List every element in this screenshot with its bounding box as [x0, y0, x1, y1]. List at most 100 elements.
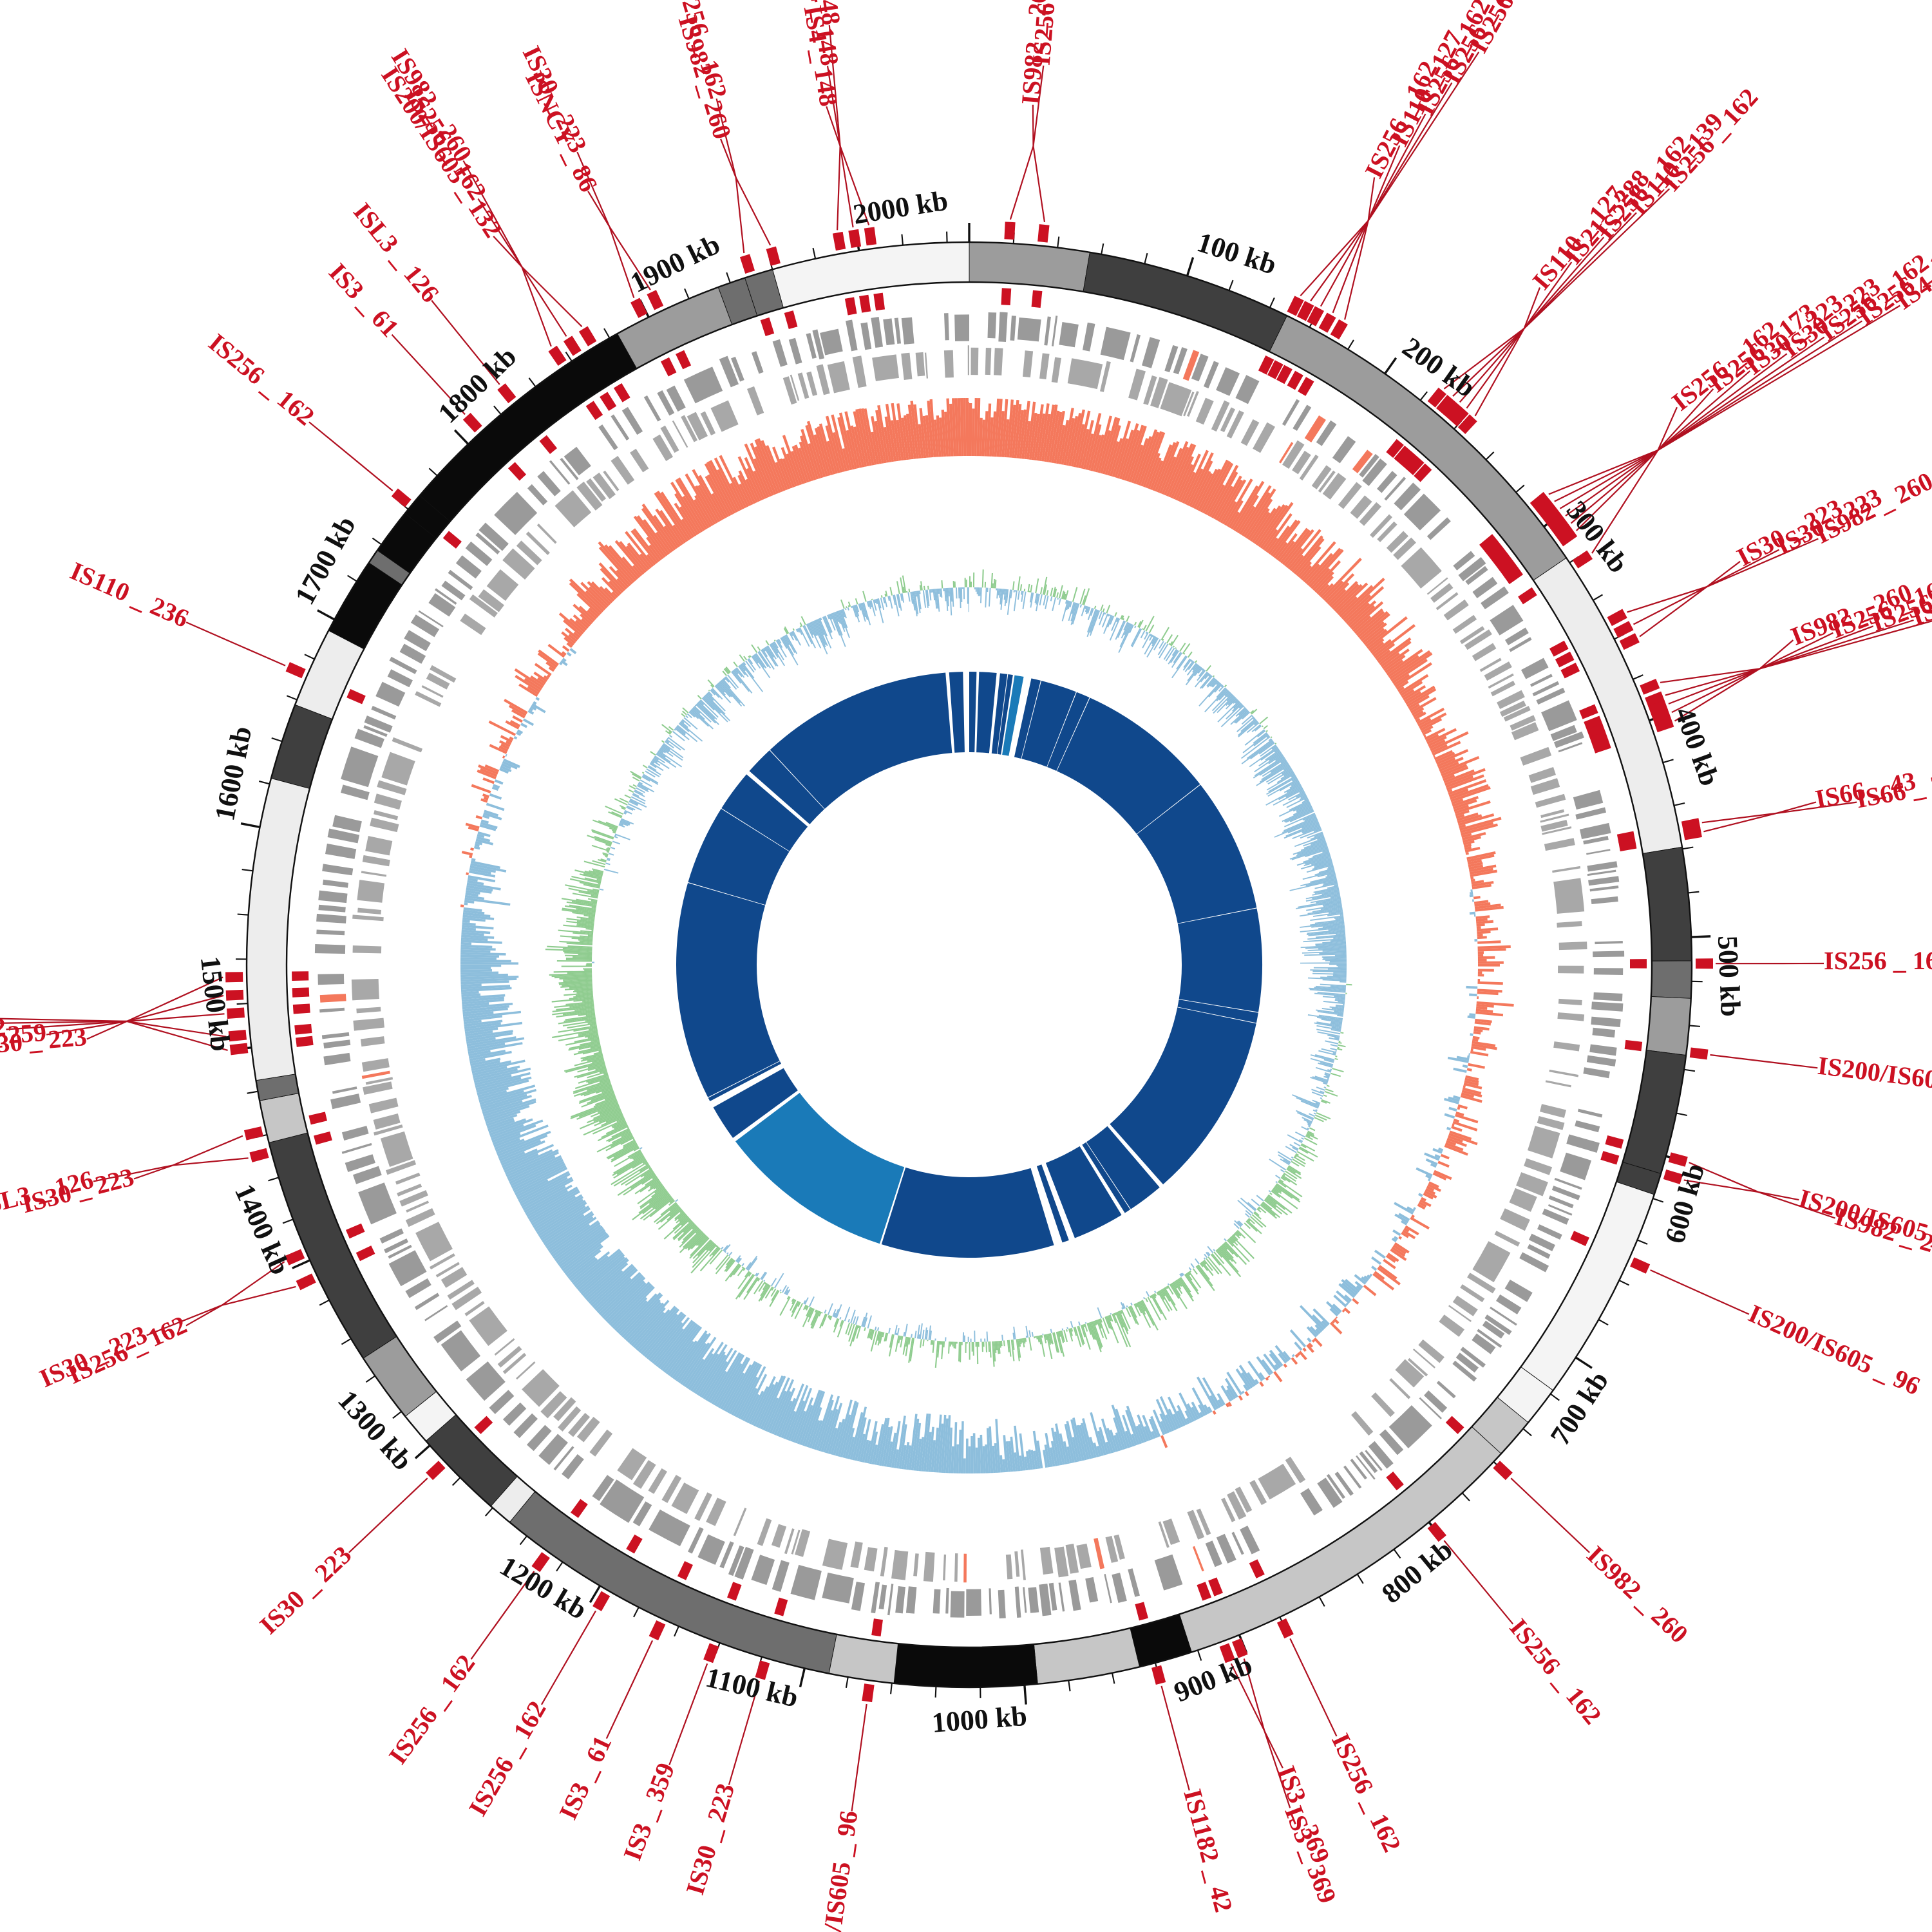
axis-major-tick: [1691, 935, 1711, 938]
gc-content-bar: [1122, 1303, 1126, 1309]
gc-skew-bar: [1198, 1404, 1206, 1417]
gc-content-bar: [1274, 743, 1277, 744]
gc-content-bar: [898, 1335, 901, 1343]
cds-feature-forward: [1583, 835, 1609, 845]
cds-feature-reverse: [395, 1172, 421, 1185]
gc-content-bar: [1317, 836, 1325, 840]
axis-minor-tick: [1068, 1680, 1071, 1692]
gc-content-bar: [574, 1077, 610, 1090]
gc-content-bar: [773, 641, 779, 649]
axis-minor-tick: [1674, 802, 1685, 806]
gc-content-bar: [574, 1057, 604, 1066]
gc-content-bar: [935, 589, 939, 609]
gc-content-bar: [869, 600, 873, 608]
gc-skew-bar: [995, 1419, 1001, 1473]
gc-content-bar: [1305, 878, 1337, 887]
gc-skew-bar: [957, 398, 961, 457]
cds-feature-forward: [399, 643, 426, 664]
gc-skew-bar: [1338, 1283, 1356, 1298]
gc-skew-bar: [539, 1205, 590, 1239]
gc-skew-bar: [782, 1410, 797, 1439]
gc-skew-bar: [1159, 1413, 1170, 1434]
gc-content-bar: [697, 1240, 712, 1256]
gc-content-bar: [642, 1193, 670, 1215]
gc-content-bar: [1310, 834, 1324, 840]
gc-skew-bar: [476, 1076, 532, 1094]
gc-content-bar: [1083, 588, 1090, 605]
gc-content-bar: [565, 1001, 594, 1005]
cds-feature-reverse: [913, 1553, 919, 1577]
gc-skew-bar: [1437, 757, 1456, 768]
gc-content-bar: [681, 1227, 699, 1244]
gc-content-bar: [990, 573, 993, 589]
cds-feature-forward: [1453, 551, 1475, 571]
gc-content-bar: [687, 1232, 705, 1249]
gc-skew-bar: [1419, 712, 1447, 729]
gc-skew-bar: [1043, 1450, 1048, 1468]
cds-feature-reverse: [1528, 767, 1556, 783]
gc-content-bar: [866, 601, 869, 607]
gc-content-bar: [708, 691, 713, 696]
gc-content-bar: [901, 593, 905, 603]
gc-skew-bar: [514, 668, 544, 688]
gc-skew-bar: [1241, 492, 1271, 536]
gc-content-bar: [1197, 1265, 1213, 1287]
cds-feature-forward: [1028, 1587, 1039, 1613]
is-element-label: IS200/IS605 _ 96: [1816, 1051, 1932, 1102]
gc-content-bar: [657, 751, 666, 758]
gc-skew-bar: [853, 426, 865, 468]
gc-skew-bar: [1470, 889, 1473, 893]
gc-content-bar: [1296, 1151, 1314, 1162]
gc-content-bar: [1091, 1321, 1103, 1349]
cds-feature-reverse: [1318, 470, 1336, 493]
genomic-island-block: [1082, 1142, 1131, 1213]
gc-skew-bar: [776, 1400, 793, 1437]
gc-content-bar: [1327, 976, 1347, 978]
gc-skew-bar: [1329, 1321, 1343, 1334]
gc-skew-bar: [468, 1042, 523, 1054]
cds-feature-forward: [322, 864, 354, 876]
cds-feature-reverse: [399, 1189, 428, 1207]
cds-feature-forward: [905, 1586, 917, 1614]
gc-content-bar: [1317, 1010, 1343, 1016]
gc-content-bar: [1338, 1044, 1346, 1048]
gc-content-bar: [1224, 1238, 1227, 1242]
gc-content-bar: [987, 587, 989, 592]
gc-content-bar: [849, 1325, 858, 1347]
gc-content-bar: [1224, 690, 1230, 697]
gc-content-bar: [765, 639, 770, 646]
cds-feature-reverse: [502, 548, 535, 580]
is-marker-tick: [727, 1582, 742, 1601]
gc-skew-bar: [732, 477, 750, 507]
gc-content-bar: [1279, 1179, 1284, 1183]
gc-skew-bar: [975, 1447, 979, 1473]
gc-content-bar: [1094, 605, 1097, 609]
is-marker-tick: [1258, 355, 1274, 375]
gc-content-bar: [1057, 1331, 1065, 1357]
gc-skew-bar: [944, 412, 949, 457]
gc-skew-bar: [561, 651, 567, 656]
cds-feature-forward: [448, 569, 473, 591]
gc-content-bar: [661, 746, 670, 753]
gc-skew-bar: [1446, 1137, 1467, 1147]
is-marker-tick: [462, 413, 482, 433]
gc-content-bar: [669, 1198, 674, 1204]
axis-minor-tick: [347, 574, 357, 582]
gc-content-bar: [577, 1063, 606, 1073]
cds-feature-reverse: [415, 1222, 453, 1262]
gc-skew-bar: [653, 515, 678, 549]
gc-content-bar: [719, 681, 743, 707]
gc-skew-bar: [1333, 1318, 1340, 1325]
genomic-island-block: [1002, 675, 1024, 756]
gc-skew-bar: [509, 736, 514, 741]
gc-content-bar: [590, 1023, 597, 1027]
gc-content-bar: [1316, 898, 1341, 904]
cds-feature-forward: [883, 318, 895, 346]
gc-skew-bar: [1115, 1432, 1123, 1451]
gc-skew-bar: [697, 484, 721, 522]
gc-skew-bar: [805, 424, 824, 478]
gc-skew-bar: [1452, 1121, 1478, 1132]
gc-skew-bar: [1392, 658, 1428, 684]
gc-skew-bar: [1456, 812, 1479, 822]
gc-content-bar: [1340, 1032, 1344, 1034]
